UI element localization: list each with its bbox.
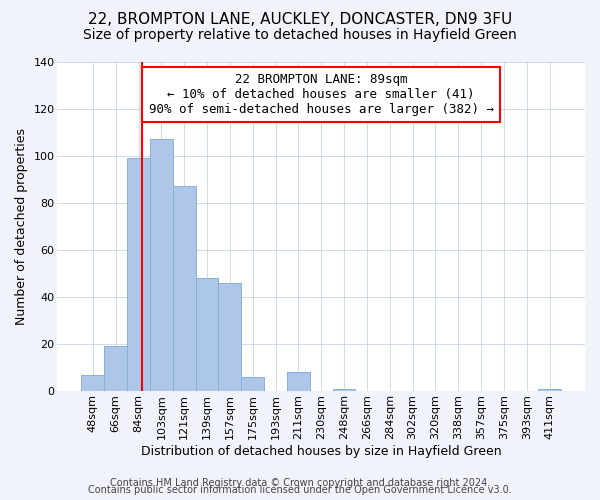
Text: Contains public sector information licensed under the Open Government Licence v3: Contains public sector information licen… <box>88 485 512 495</box>
Bar <box>173 186 196 391</box>
Bar <box>196 278 218 391</box>
Y-axis label: Number of detached properties: Number of detached properties <box>15 128 28 325</box>
Bar <box>287 372 310 391</box>
Bar <box>332 388 355 391</box>
Bar <box>538 388 561 391</box>
Text: Size of property relative to detached houses in Hayfield Green: Size of property relative to detached ho… <box>83 28 517 42</box>
Bar <box>241 377 264 391</box>
Text: 22, BROMPTON LANE, AUCKLEY, DONCASTER, DN9 3FU: 22, BROMPTON LANE, AUCKLEY, DONCASTER, D… <box>88 12 512 28</box>
Bar <box>127 158 150 391</box>
Text: 22 BROMPTON LANE: 89sqm
← 10% of detached houses are smaller (41)
90% of semi-de: 22 BROMPTON LANE: 89sqm ← 10% of detache… <box>149 73 494 116</box>
X-axis label: Distribution of detached houses by size in Hayfield Green: Distribution of detached houses by size … <box>141 444 502 458</box>
Bar <box>150 139 173 391</box>
Text: Contains HM Land Registry data © Crown copyright and database right 2024.: Contains HM Land Registry data © Crown c… <box>110 478 490 488</box>
Bar <box>82 374 104 391</box>
Bar <box>104 346 127 391</box>
Bar <box>218 283 241 391</box>
